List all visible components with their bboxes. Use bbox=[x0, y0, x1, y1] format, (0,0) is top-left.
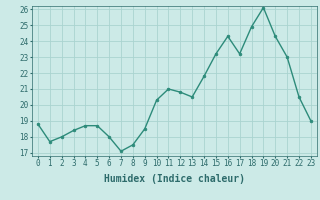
X-axis label: Humidex (Indice chaleur): Humidex (Indice chaleur) bbox=[104, 174, 245, 184]
